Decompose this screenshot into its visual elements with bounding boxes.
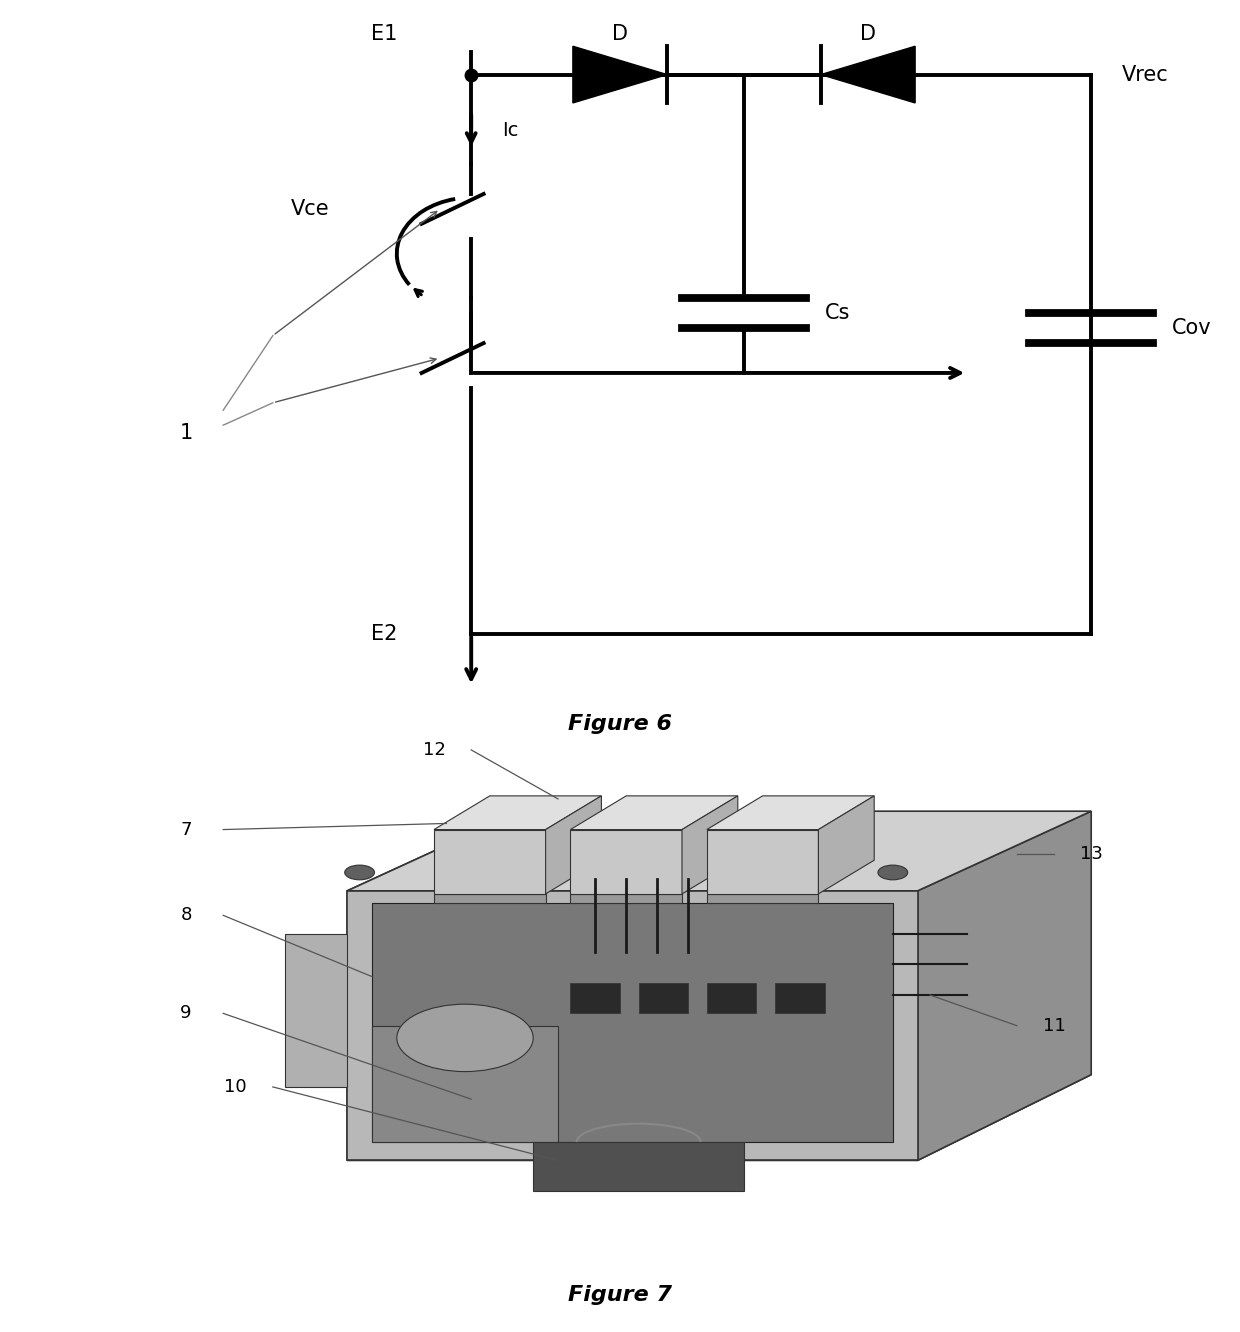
Text: Figure 7: Figure 7 [568, 1285, 672, 1305]
Text: 13: 13 [1080, 844, 1102, 863]
Polygon shape [821, 47, 915, 103]
Polygon shape [707, 830, 818, 894]
Polygon shape [775, 983, 825, 1014]
Polygon shape [434, 797, 601, 830]
Polygon shape [347, 811, 1091, 891]
Text: E2: E2 [371, 623, 398, 645]
Text: Cs: Cs [825, 304, 849, 324]
Text: 11: 11 [1043, 1016, 1065, 1035]
Polygon shape [372, 1026, 558, 1142]
Text: 10: 10 [224, 1078, 247, 1096]
Polygon shape [707, 983, 756, 1014]
Text: D: D [613, 24, 627, 44]
Text: 8: 8 [180, 906, 192, 924]
Text: Figure 6: Figure 6 [568, 714, 672, 734]
Text: D: D [861, 24, 875, 44]
Polygon shape [707, 894, 818, 903]
Polygon shape [573, 47, 667, 103]
Polygon shape [918, 811, 1091, 1160]
Text: Cov: Cov [1172, 318, 1211, 338]
Polygon shape [570, 894, 682, 903]
Text: 9: 9 [180, 1004, 192, 1023]
Polygon shape [347, 891, 918, 1160]
Polygon shape [347, 1075, 1091, 1160]
Polygon shape [639, 983, 688, 1014]
Polygon shape [434, 830, 546, 894]
Polygon shape [285, 934, 347, 1087]
Polygon shape [372, 903, 893, 1142]
Polygon shape [434, 894, 546, 903]
Polygon shape [533, 1142, 744, 1191]
Text: 1: 1 [180, 422, 192, 442]
Text: 7: 7 [180, 821, 192, 839]
Polygon shape [347, 811, 521, 1160]
Polygon shape [570, 797, 738, 830]
Text: E1: E1 [371, 24, 398, 44]
Text: Vrec: Vrec [1122, 64, 1169, 85]
Polygon shape [818, 797, 874, 894]
Polygon shape [707, 797, 874, 830]
Circle shape [397, 1004, 533, 1071]
Polygon shape [682, 797, 738, 894]
Polygon shape [570, 983, 620, 1014]
Circle shape [345, 864, 374, 880]
Text: Ic: Ic [502, 121, 518, 140]
Polygon shape [546, 797, 601, 894]
Text: Vce: Vce [290, 198, 330, 218]
Polygon shape [570, 830, 682, 894]
Text: 12: 12 [423, 741, 445, 759]
Circle shape [878, 864, 908, 880]
